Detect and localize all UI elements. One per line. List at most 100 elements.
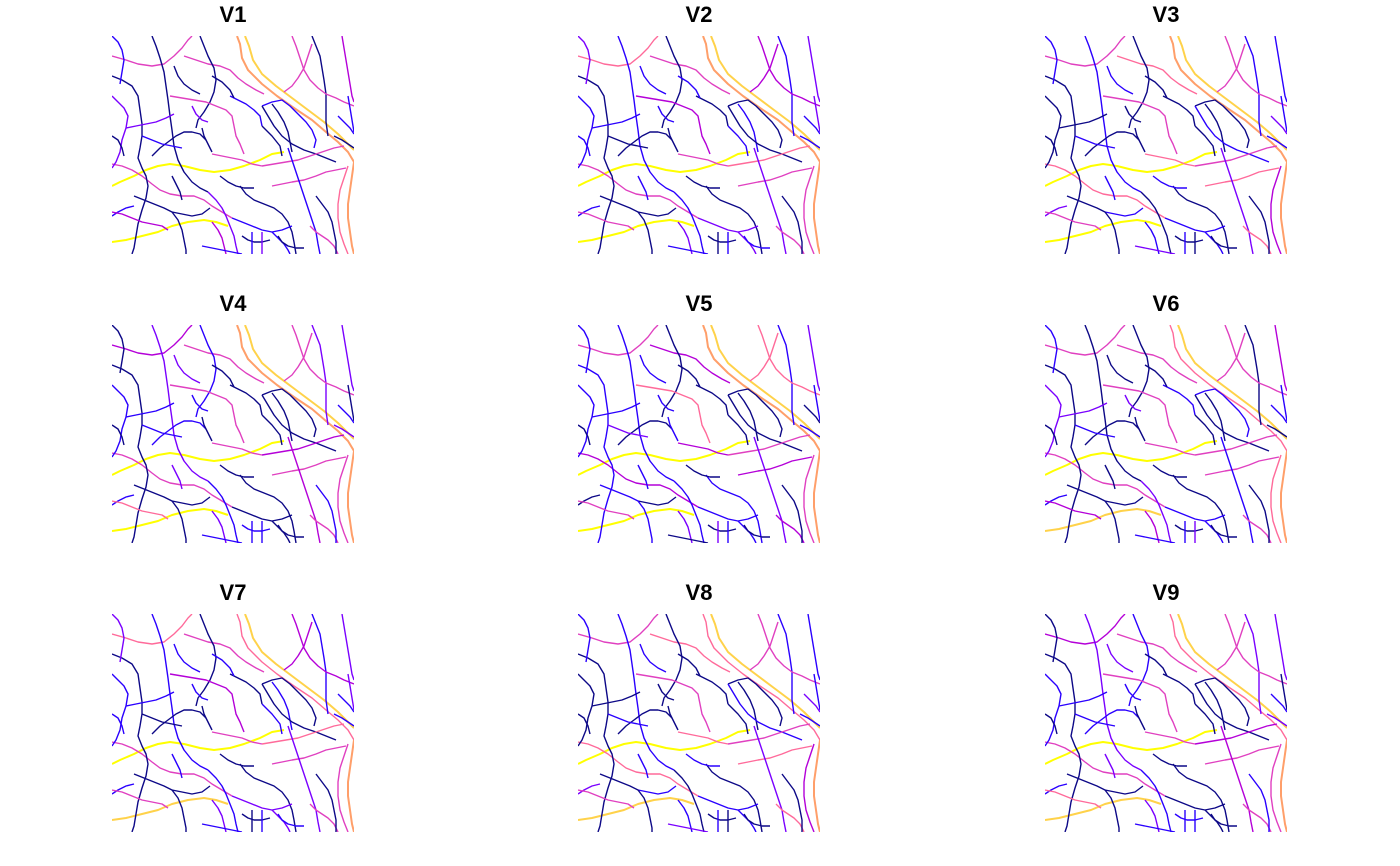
road-segment	[171, 496, 211, 506]
road-segment	[1164, 795, 1226, 811]
road-segment	[1177, 36, 1287, 151]
road-segment	[657, 683, 675, 701]
road-segment	[743, 813, 770, 827]
road-segment	[775, 514, 805, 543]
road-network-map	[112, 614, 354, 832]
road-segment	[309, 225, 339, 254]
road-segment	[1084, 420, 1140, 446]
road-segment	[578, 364, 615, 543]
road-segment	[1270, 454, 1282, 543]
road-segment	[1045, 440, 1218, 476]
road-segment	[727, 145, 811, 167]
road-segment	[1045, 211, 1102, 231]
road-segment	[649, 633, 731, 673]
road-segment	[727, 723, 811, 745]
road-segment	[1144, 75, 1168, 99]
road-segment	[112, 36, 193, 67]
road-segment	[151, 614, 209, 771]
road-segment	[1128, 36, 1150, 129]
road-segment	[799, 135, 820, 149]
road-segment	[1210, 813, 1237, 827]
road-segment	[244, 325, 354, 440]
road-segment	[705, 474, 763, 543]
road-network-map	[1045, 614, 1287, 832]
road-segment	[1104, 496, 1144, 506]
road-segment	[578, 424, 591, 446]
panel-title: V1	[219, 2, 247, 27]
road-segment	[1066, 773, 1120, 832]
road-segment	[291, 325, 354, 396]
road-segment	[261, 145, 345, 167]
road-segment	[657, 394, 675, 412]
road-segment	[112, 163, 233, 219]
road-segment	[347, 161, 354, 254]
road-segment	[211, 799, 227, 832]
road-segment	[347, 95, 354, 133]
road-segment	[1270, 404, 1287, 424]
map-panel-v8: V8	[578, 578, 820, 832]
panel-title: V8	[685, 580, 713, 605]
road-segment	[667, 416, 679, 442]
road-segment	[1194, 414, 1216, 446]
road-segment	[1220, 147, 1254, 254]
road-segment	[1210, 235, 1237, 249]
road-segment	[1248, 195, 1270, 254]
road-segment	[578, 325, 591, 374]
road-segment	[125, 113, 175, 129]
road-segment	[1204, 456, 1280, 476]
road-segment	[637, 207, 677, 217]
road-segment	[244, 614, 354, 729]
road-segment	[737, 103, 759, 153]
road-segment	[803, 115, 820, 135]
road-segment	[1144, 221, 1160, 254]
road-segment	[803, 404, 820, 424]
road-segment	[347, 384, 354, 422]
road-segment	[183, 55, 265, 95]
road-segment	[1194, 99, 1250, 149]
road-segment	[1204, 103, 1226, 153]
road-segment	[578, 219, 695, 243]
road-segment	[1058, 402, 1108, 418]
road-segment	[112, 75, 149, 254]
road-segment	[749, 43, 779, 93]
road-segment	[781, 773, 803, 832]
map-panel-v4: V4	[112, 289, 354, 543]
road-segment	[112, 494, 135, 506]
road-segment	[261, 394, 337, 452]
road-segment	[1058, 113, 1108, 129]
road-segment	[1204, 167, 1280, 187]
road-segment	[695, 673, 729, 705]
road-segment	[283, 621, 313, 671]
road-segment	[1045, 653, 1082, 832]
road-segment	[1102, 384, 1178, 444]
road-segment	[1270, 115, 1287, 135]
road-segment	[1194, 105, 1270, 163]
road-segment	[1152, 464, 1187, 478]
road-segment	[1266, 713, 1287, 727]
road-segment	[112, 614, 193, 645]
road-segment	[112, 424, 125, 446]
road-segment	[1224, 36, 1287, 107]
road-segment	[211, 653, 235, 677]
road-segment	[1270, 165, 1282, 254]
road-segment	[617, 325, 675, 482]
road-segment	[1124, 105, 1142, 123]
road-segment	[1134, 534, 1176, 543]
road-segment	[1274, 36, 1287, 103]
road-segment	[757, 36, 820, 107]
road-segment	[201, 705, 213, 731]
road-segment	[287, 436, 321, 543]
road-segment	[753, 725, 787, 832]
road-segment	[183, 344, 265, 384]
road-segment	[311, 325, 329, 426]
panel-title: V7	[219, 580, 247, 605]
road-segment	[333, 713, 354, 727]
road-segment	[667, 245, 709, 254]
road-segment	[171, 464, 183, 490]
road-segment	[1194, 677, 1250, 727]
road-segment	[578, 614, 659, 645]
road-segment	[677, 364, 701, 388]
road-segment	[677, 799, 693, 832]
road-segment	[337, 115, 354, 135]
road-segment	[1194, 125, 1216, 157]
